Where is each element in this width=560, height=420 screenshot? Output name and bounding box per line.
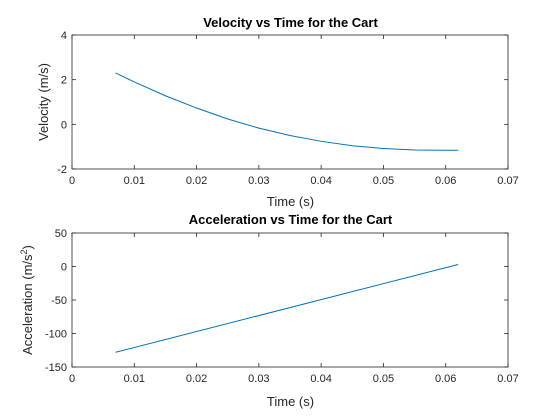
x-tick-label: 0.06 (435, 175, 456, 187)
y-tick-label: 4 (61, 30, 67, 42)
acceleration-series-line (115, 264, 459, 353)
acceleration-x-ticks: 0 0.01 0.02 0.03 0.04 0.05 0.06 0.07 (69, 233, 519, 385)
x-tick-label: 0.01 (124, 175, 145, 187)
x-tick-label: 0.05 (373, 175, 394, 187)
x-tick-label: 0.05 (373, 373, 394, 385)
velocity-x-ticks: 0 0.01 0.02 0.03 0.04 0.05 0.06 0.07 (69, 35, 519, 187)
y-tick-label: 50 (55, 228, 67, 240)
x-tick-label: 0.03 (248, 373, 269, 385)
x-tick-label: 0 (69, 373, 75, 385)
velocity-chart-title: Velocity vs Time for the Cart (203, 15, 378, 30)
y-tick-label: -50 (51, 295, 67, 307)
x-tick-label: 0.07 (497, 175, 518, 187)
y-tick-label: -100 (45, 329, 67, 341)
x-tick-label: 0.07 (497, 373, 518, 385)
acceleration-chart: Acceleration vs Time for the Cart 0 0.01 0… (19, 212, 519, 409)
acceleration-y-ticks: -150 -100 -50 0 50 (45, 228, 508, 374)
y-tick-label: 0 (61, 119, 67, 131)
velocity-plot-area (71, 34, 509, 170)
y-tick-label: -2 (57, 164, 67, 176)
acceleration-x-axis-label: Time (s) (267, 394, 314, 409)
velocity-chart: Velocity vs Time for the Cart 0 0.01 0.02 0… (36, 15, 519, 209)
acceleration-y-axis-label: Acceleration (m/s2) (19, 245, 35, 355)
velocity-series-line (115, 72, 459, 151)
velocity-y-ticks: -2 0 2 4 (57, 30, 508, 176)
y-tick-label: -150 (45, 362, 67, 374)
x-tick-label: 0 (69, 175, 75, 187)
x-tick-label: 0.04 (310, 373, 331, 385)
y-tick-label: 2 (61, 75, 67, 87)
x-tick-label: 0.01 (124, 373, 145, 385)
x-tick-label: 0.06 (435, 373, 456, 385)
acceleration-y-axis-label-close: ) (20, 245, 35, 249)
velocity-y-axis-label: Velocity (m/s) (36, 63, 51, 141)
y-tick-label: 0 (61, 262, 67, 274)
acceleration-y-axis-label-main: Acceleration (m/s (20, 254, 35, 355)
x-tick-label: 0.02 (186, 373, 207, 385)
velocity-x-axis-label: Time (s) (267, 194, 314, 209)
x-tick-label: 0.04 (310, 175, 331, 187)
acceleration-y-axis-label-sup: 2 (19, 249, 29, 254)
x-tick-label: 0.03 (248, 175, 269, 187)
x-tick-label: 0.02 (186, 175, 207, 187)
acceleration-chart-title: Acceleration vs Time for the Cart (189, 212, 393, 227)
